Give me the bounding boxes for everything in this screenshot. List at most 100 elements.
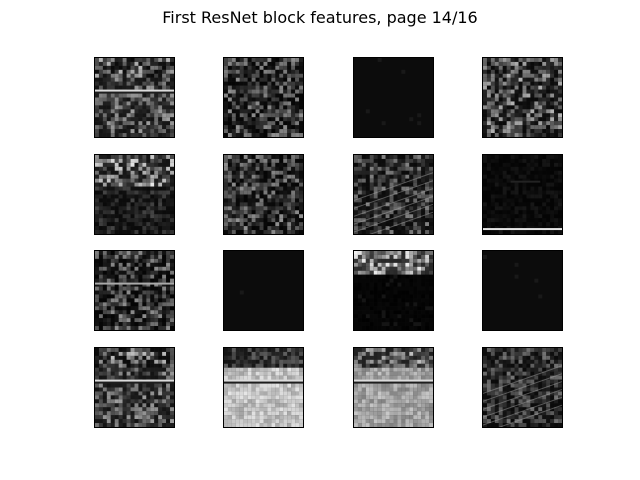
feature-map-pixel <box>227 85 232 90</box>
feature-map-pixel <box>150 302 155 307</box>
feature-map-pixel <box>514 178 519 183</box>
feature-map-pixel <box>224 162 228 167</box>
feature-map-pixel <box>369 371 374 376</box>
feature-map-pixel <box>498 85 503 90</box>
feature-map-pixel <box>365 254 370 259</box>
feature-map-pixel <box>389 222 394 227</box>
feature-map-pixel <box>235 395 240 400</box>
feature-map-pixel <box>239 423 244 427</box>
feature-map-pixel <box>287 129 292 134</box>
feature-map-pixel <box>401 282 406 287</box>
feature-map-pixel <box>291 391 296 396</box>
feature-map-pixel <box>239 85 244 90</box>
feature-map-pixel <box>130 93 135 98</box>
feature-map-pixel <box>413 190 418 195</box>
feature-map-pixel <box>429 226 433 231</box>
feature-map-pixel <box>130 190 135 195</box>
feature-map-pixel <box>369 178 374 183</box>
feature-map-pixel <box>243 198 248 203</box>
feature-map-pixel <box>122 359 127 364</box>
feature-map-pixel <box>417 282 422 287</box>
feature-map-pixel <box>243 375 248 380</box>
feature-map-pixel <box>534 348 539 352</box>
feature-map-pixel <box>514 174 519 179</box>
feature-map-pixel <box>550 355 555 360</box>
feature-map-pixel <box>409 226 414 231</box>
feature-map-pixel <box>490 58 495 62</box>
feature-map-pixel <box>114 286 119 291</box>
feature-map-pixel <box>365 222 370 227</box>
feature-map-pixel <box>417 318 422 323</box>
feature-map-pixel <box>397 286 402 291</box>
feature-map-pixel <box>146 355 151 360</box>
feature-map-pixel <box>259 355 264 360</box>
feature-map-pixel <box>405 318 410 323</box>
feature-map-pixel <box>385 162 390 167</box>
feature-map-pixel <box>170 286 174 291</box>
feature-map-pixel <box>381 298 386 303</box>
feature-map-pixel <box>389 419 394 424</box>
feature-map-pixel <box>357 415 362 420</box>
feature-map-pixel <box>393 190 398 195</box>
feature-map-pixel <box>110 186 115 191</box>
feature-map-pixel <box>502 105 507 110</box>
feature-map-pixel <box>357 186 362 191</box>
feature-map-pixel <box>483 355 487 360</box>
feature-map-pixel <box>98 210 103 215</box>
feature-map-pixel <box>283 387 288 392</box>
feature-map-pixel <box>118 69 123 74</box>
feature-map-pixel <box>259 73 264 78</box>
feature-map-pixel <box>405 262 410 267</box>
feature-map-pixel <box>421 262 426 267</box>
feature-map-pixel <box>530 202 535 207</box>
feature-map-pixel <box>373 178 378 183</box>
feature-map-pixel <box>263 105 268 110</box>
feature-map-pixel <box>126 371 131 376</box>
feature-map-pixel <box>271 375 276 380</box>
feature-map-pixel <box>95 113 99 118</box>
feature-map-pixel <box>417 166 422 171</box>
feature-map-pixel <box>401 290 406 295</box>
feature-map-pixel <box>95 383 99 388</box>
feature-map-pixel <box>235 109 240 114</box>
feature-map-pixel <box>558 97 562 102</box>
feature-map-pixel <box>401 298 406 303</box>
feature-map-pixel <box>138 383 143 388</box>
feature-map-pixel <box>498 61 503 66</box>
feature-map-pixel <box>538 58 543 62</box>
feature-map-pixel <box>231 190 236 195</box>
feature-map-pixel <box>389 178 394 183</box>
feature-map-pixel <box>110 125 115 130</box>
feature-map-pixel <box>146 133 151 137</box>
feature-map-pixel <box>122 310 127 315</box>
feature-map-pixel <box>106 314 111 319</box>
feature-map-pixel <box>227 174 232 179</box>
feature-map-pixel <box>255 383 260 388</box>
feature-map-pixel <box>385 355 390 360</box>
feature-map-pixel <box>279 155 284 159</box>
feature-map-pixel <box>134 162 139 167</box>
feature-map-pixel <box>429 198 433 203</box>
feature-map-pixel <box>381 375 386 380</box>
feature-map-pixel <box>106 58 111 62</box>
feature-map-pixel <box>389 351 394 356</box>
feature-map-pixel <box>506 85 511 90</box>
feature-map-pixel <box>166 214 171 219</box>
feature-map-pixel <box>231 129 236 134</box>
feature-map-image <box>354 155 433 234</box>
feature-map-pixel <box>498 210 503 215</box>
feature-map-pixel <box>122 113 127 118</box>
feature-map-pixel <box>369 310 374 315</box>
feature-map-pixel <box>283 105 288 110</box>
feature-map-pixel <box>291 190 296 195</box>
feature-map-pixel <box>247 190 252 195</box>
feature-map-pixel <box>279 178 284 183</box>
feature-map-pixel <box>522 359 527 364</box>
feature-map-pixel <box>224 198 228 203</box>
feature-map-pixel <box>247 348 252 352</box>
feature-map-pixel <box>224 218 228 223</box>
feature-map-pixel <box>389 326 394 330</box>
feature-map-pixel <box>255 359 260 364</box>
feature-map-pixel <box>502 186 507 191</box>
feature-map-pixel <box>365 210 370 215</box>
